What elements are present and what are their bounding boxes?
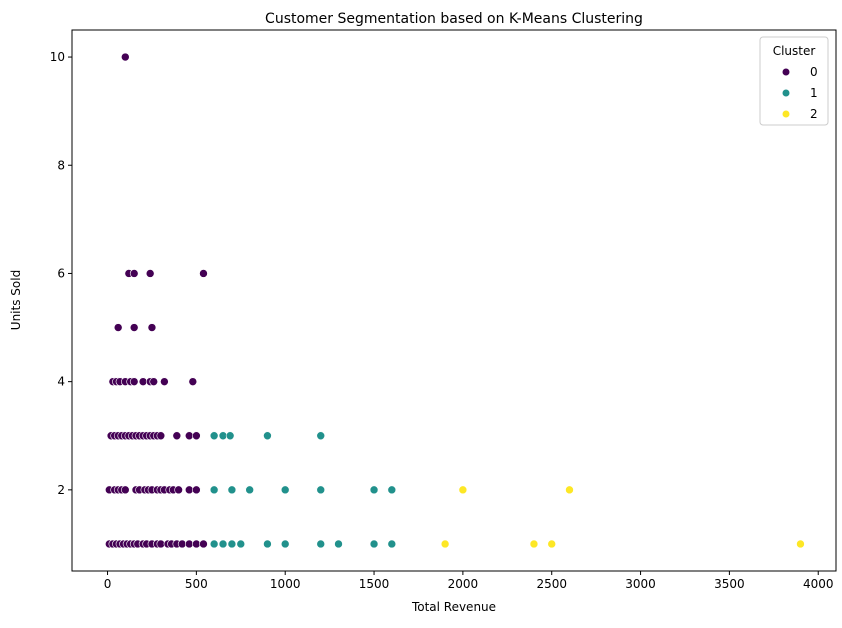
data-point-cluster-1 [227,539,237,549]
data-point-cluster-1 [387,539,397,549]
legend-label-1: 1 [810,86,818,100]
data-point-cluster-1 [280,539,290,549]
data-point-cluster-1 [369,539,379,549]
y-tick-label: 4 [57,375,65,389]
data-point-cluster-0 [160,377,169,386]
plot-area [71,29,837,572]
data-points [105,52,805,549]
data-point-cluster-0 [184,539,194,549]
data-point-cluster-1 [334,539,343,549]
data-point-cluster-0 [177,539,187,549]
legend-marker-2 [782,110,790,118]
x-tick-label: 500 [185,577,208,591]
data-point-cluster-0 [149,377,159,386]
data-point-cluster-0 [129,323,139,332]
data-point-cluster-0 [199,269,208,278]
data-point-cluster-0 [121,52,130,62]
legend-marker-1 [782,89,790,97]
data-point-cluster-0 [145,269,155,278]
x-tick-label: 2500 [536,577,567,591]
legend-title: Cluster [773,44,816,58]
data-point-cluster-0 [121,485,130,495]
data-point-cluster-0 [129,269,139,278]
x-tick-label: 2000 [448,577,479,591]
legend-box [759,36,829,126]
data-point-cluster-0 [188,377,198,386]
data-point-cluster-1 [225,431,235,441]
data-point-cluster-1 [280,485,290,495]
data-point-cluster-1 [263,431,272,441]
data-point-cluster-0 [192,485,201,495]
data-point-cluster-1 [227,485,237,495]
data-point-cluster-2 [547,539,557,549]
data-point-cluster-0 [113,323,123,332]
data-point-cluster-0 [147,323,157,332]
data-point-cluster-0 [184,485,194,495]
data-point-cluster-2 [458,485,468,495]
data-point-cluster-0 [199,539,208,549]
x-tick-label: 1000 [270,577,301,591]
x-tick-label: 3500 [714,577,745,591]
x-tick-label: 4000 [803,577,834,591]
x-tick-label: 3000 [625,577,656,591]
data-point-cluster-1 [209,485,219,495]
data-point-cluster-2 [565,485,574,495]
data-point-cluster-1 [387,485,397,495]
y-tick-label: 10 [50,50,65,64]
chart-title: Customer Segmentation based on K-Means C… [265,11,643,27]
data-point-cluster-1 [316,539,326,549]
data-point-cluster-1 [316,431,326,441]
y-axis-label: Units Sold [9,270,23,330]
legend: Cluster 0 1 2 [759,36,829,126]
data-point-cluster-0 [138,377,148,386]
y-tick-label: 8 [57,158,65,172]
data-point-cluster-1 [209,431,219,441]
data-point-cluster-1 [263,539,272,549]
y-tick-label: 6 [57,266,65,280]
data-point-cluster-1 [316,485,326,495]
data-point-cluster-1 [218,431,228,441]
data-point-cluster-2 [440,539,450,549]
x-tick-label: 1500 [359,577,390,591]
data-point-cluster-0 [156,431,166,441]
data-point-cluster-0 [192,539,201,549]
data-point-cluster-0 [184,431,194,441]
x-axis-label: Total Revenue [411,600,496,614]
data-point-cluster-0 [192,431,201,441]
data-point-cluster-1 [369,485,379,495]
legend-marker-0 [782,68,790,76]
y-axis: 2 4 6 8 10 [50,50,72,497]
legend-label-0: 0 [810,65,818,79]
data-point-cluster-1 [209,539,219,549]
data-point-cluster-1 [236,539,246,549]
y-tick-label: 2 [57,483,65,497]
data-point-cluster-2 [796,539,805,549]
data-point-cluster-2 [529,539,539,549]
data-point-cluster-0 [129,377,139,386]
data-point-cluster-0 [174,485,183,495]
x-axis: 0 500 1000 1500 2000 2500 3000 3500 4000 [104,571,834,591]
data-point-cluster-1 [218,539,228,549]
legend-label-2: 2 [810,107,818,121]
data-point-cluster-0 [172,431,182,441]
data-point-cluster-0 [156,539,166,549]
x-tick-label: 0 [104,577,112,591]
data-point-cluster-1 [245,485,254,495]
